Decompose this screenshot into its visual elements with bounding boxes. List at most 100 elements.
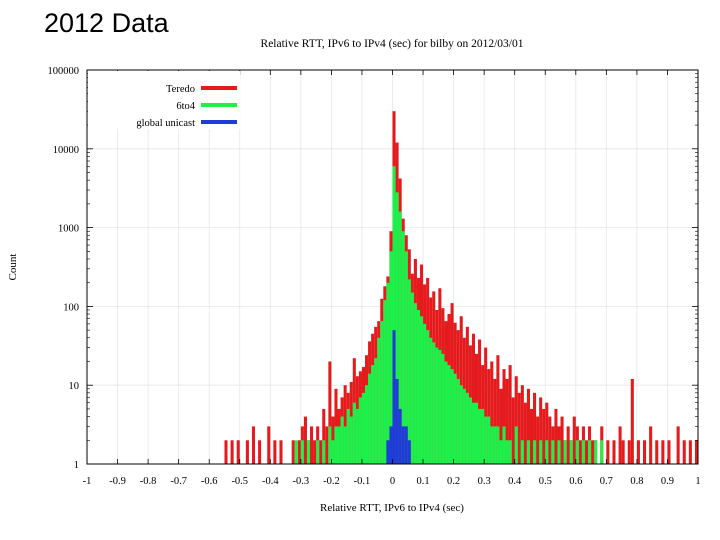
bar-6to4 — [374, 358, 378, 464]
bar-6to4 — [594, 440, 598, 464]
chart-title: Relative RTT, IPv6 to IPv4 (sec) for bil… — [261, 38, 524, 50]
bar-teredo — [636, 440, 640, 464]
bar-6to4 — [514, 426, 518, 464]
bar-teredo — [655, 440, 659, 464]
bar-teredo — [548, 416, 552, 464]
y-tick-label: 100 — [63, 302, 79, 313]
bar-teredo — [676, 426, 680, 464]
x-tick-label: -1 — [83, 476, 92, 487]
bar-teredo — [578, 440, 582, 464]
bar-teredo — [224, 440, 228, 464]
legend-label-6to4: 6to4 — [176, 101, 195, 112]
bar-teredo — [322, 408, 326, 464]
bar-teredo — [612, 440, 616, 464]
slide-title: 2012 Data — [44, 8, 169, 38]
bar-teredo — [273, 440, 277, 464]
bar-6to4 — [401, 231, 405, 464]
bar-teredo — [606, 440, 610, 464]
bar-teredo — [667, 440, 671, 464]
bar-6to4 — [343, 426, 347, 464]
bar-6to4 — [441, 353, 445, 464]
bar-teredo — [566, 426, 570, 464]
x-tick-label: -0.1 — [354, 476, 371, 487]
bar-6to4 — [481, 408, 485, 464]
y-tick-label: 10000 — [53, 145, 79, 156]
bar-6to4 — [383, 300, 387, 464]
bar-teredo — [478, 339, 482, 464]
bar-teredo — [493, 378, 497, 464]
x-tick-label: 1 — [695, 476, 700, 487]
x-tick-label: -0.8 — [140, 476, 157, 487]
bar-teredo — [313, 440, 317, 464]
bar-6to4 — [465, 392, 469, 464]
bar-6to4 — [395, 192, 399, 464]
bar-teredo — [630, 378, 634, 464]
bar-teredo — [471, 333, 475, 464]
bar-teredo — [496, 355, 500, 464]
bar-teredo — [649, 426, 653, 464]
bar-6to4 — [365, 385, 369, 464]
bar-teredo — [621, 440, 625, 464]
bar-6to4 — [474, 402, 479, 464]
bar-6to4 — [322, 440, 326, 464]
bar-6to4 — [468, 397, 472, 464]
bar-teredo — [502, 369, 506, 464]
bar-teredo — [539, 397, 543, 464]
bar-teredo — [554, 408, 558, 464]
bar-6to4 — [575, 440, 579, 464]
bar-teredo — [643, 440, 647, 464]
x-tick-label: -0.5 — [231, 476, 248, 487]
x-tick-label: 0.9 — [661, 476, 674, 487]
bar-6to4 — [419, 316, 424, 464]
bar-teredo — [682, 440, 686, 464]
legend-label-global-unicast: global unicast — [136, 118, 195, 129]
bar-teredo — [560, 416, 564, 464]
bars-layer — [224, 111, 698, 464]
bar-teredo — [328, 361, 332, 464]
x-tick-label: -0.7 — [170, 476, 187, 487]
x-tick-label: 0.7 — [600, 476, 613, 487]
bar-global-unicast — [404, 426, 408, 464]
bar-teredo — [533, 392, 537, 464]
bar-6to4 — [508, 440, 512, 464]
legend-label-teredo: Teredo — [166, 84, 195, 95]
bar-teredo — [661, 440, 665, 464]
bar-teredo — [523, 402, 527, 464]
bar-6to4 — [352, 402, 356, 464]
bar-teredo — [267, 426, 271, 464]
bar-6to4 — [423, 323, 427, 464]
bar-6to4 — [493, 426, 497, 464]
bar-6to4 — [600, 440, 604, 464]
bar-teredo — [251, 426, 256, 464]
legend-box — [88, 71, 240, 129]
bar-teredo — [694, 440, 698, 464]
bar-teredo — [572, 416, 576, 464]
bar-teredo — [303, 416, 307, 464]
bar-teredo — [688, 440, 692, 464]
bar-6to4 — [533, 440, 537, 464]
x-tick-label: -0.3 — [293, 476, 310, 487]
bar-teredo — [529, 408, 534, 464]
bar-6to4 — [496, 426, 500, 464]
bar-6to4 — [499, 440, 503, 464]
bar-6to4 — [432, 342, 436, 464]
bar-teredo — [505, 378, 509, 464]
bar-teredo — [542, 408, 546, 464]
x-tick-label: -0.4 — [262, 476, 279, 487]
bar-6to4 — [410, 292, 414, 464]
bar-6to4 — [413, 303, 417, 464]
x-tick-label: 0.6 — [569, 476, 582, 487]
bar-6to4 — [300, 440, 304, 464]
x-tick-label: 0.5 — [539, 476, 552, 487]
bar-teredo — [591, 440, 595, 464]
bar-6to4 — [358, 397, 362, 464]
bar-global-unicast — [395, 378, 399, 464]
bar-6to4 — [545, 440, 549, 464]
bar-6to4 — [407, 279, 411, 464]
ticks-layer: -1 -0.9 -0.8 -0.7 -0.6 -0.5 -0.4 -0.3 -0.2 -0.1 0 0… — [48, 66, 701, 487]
bar-6to4 — [398, 211, 402, 464]
bar-teredo — [484, 347, 488, 464]
x-axis-label: Relative RTT, IPv6 to IPv4 (sec) — [320, 502, 464, 514]
bar-6to4 — [526, 440, 530, 464]
bar-6to4 — [539, 440, 543, 464]
